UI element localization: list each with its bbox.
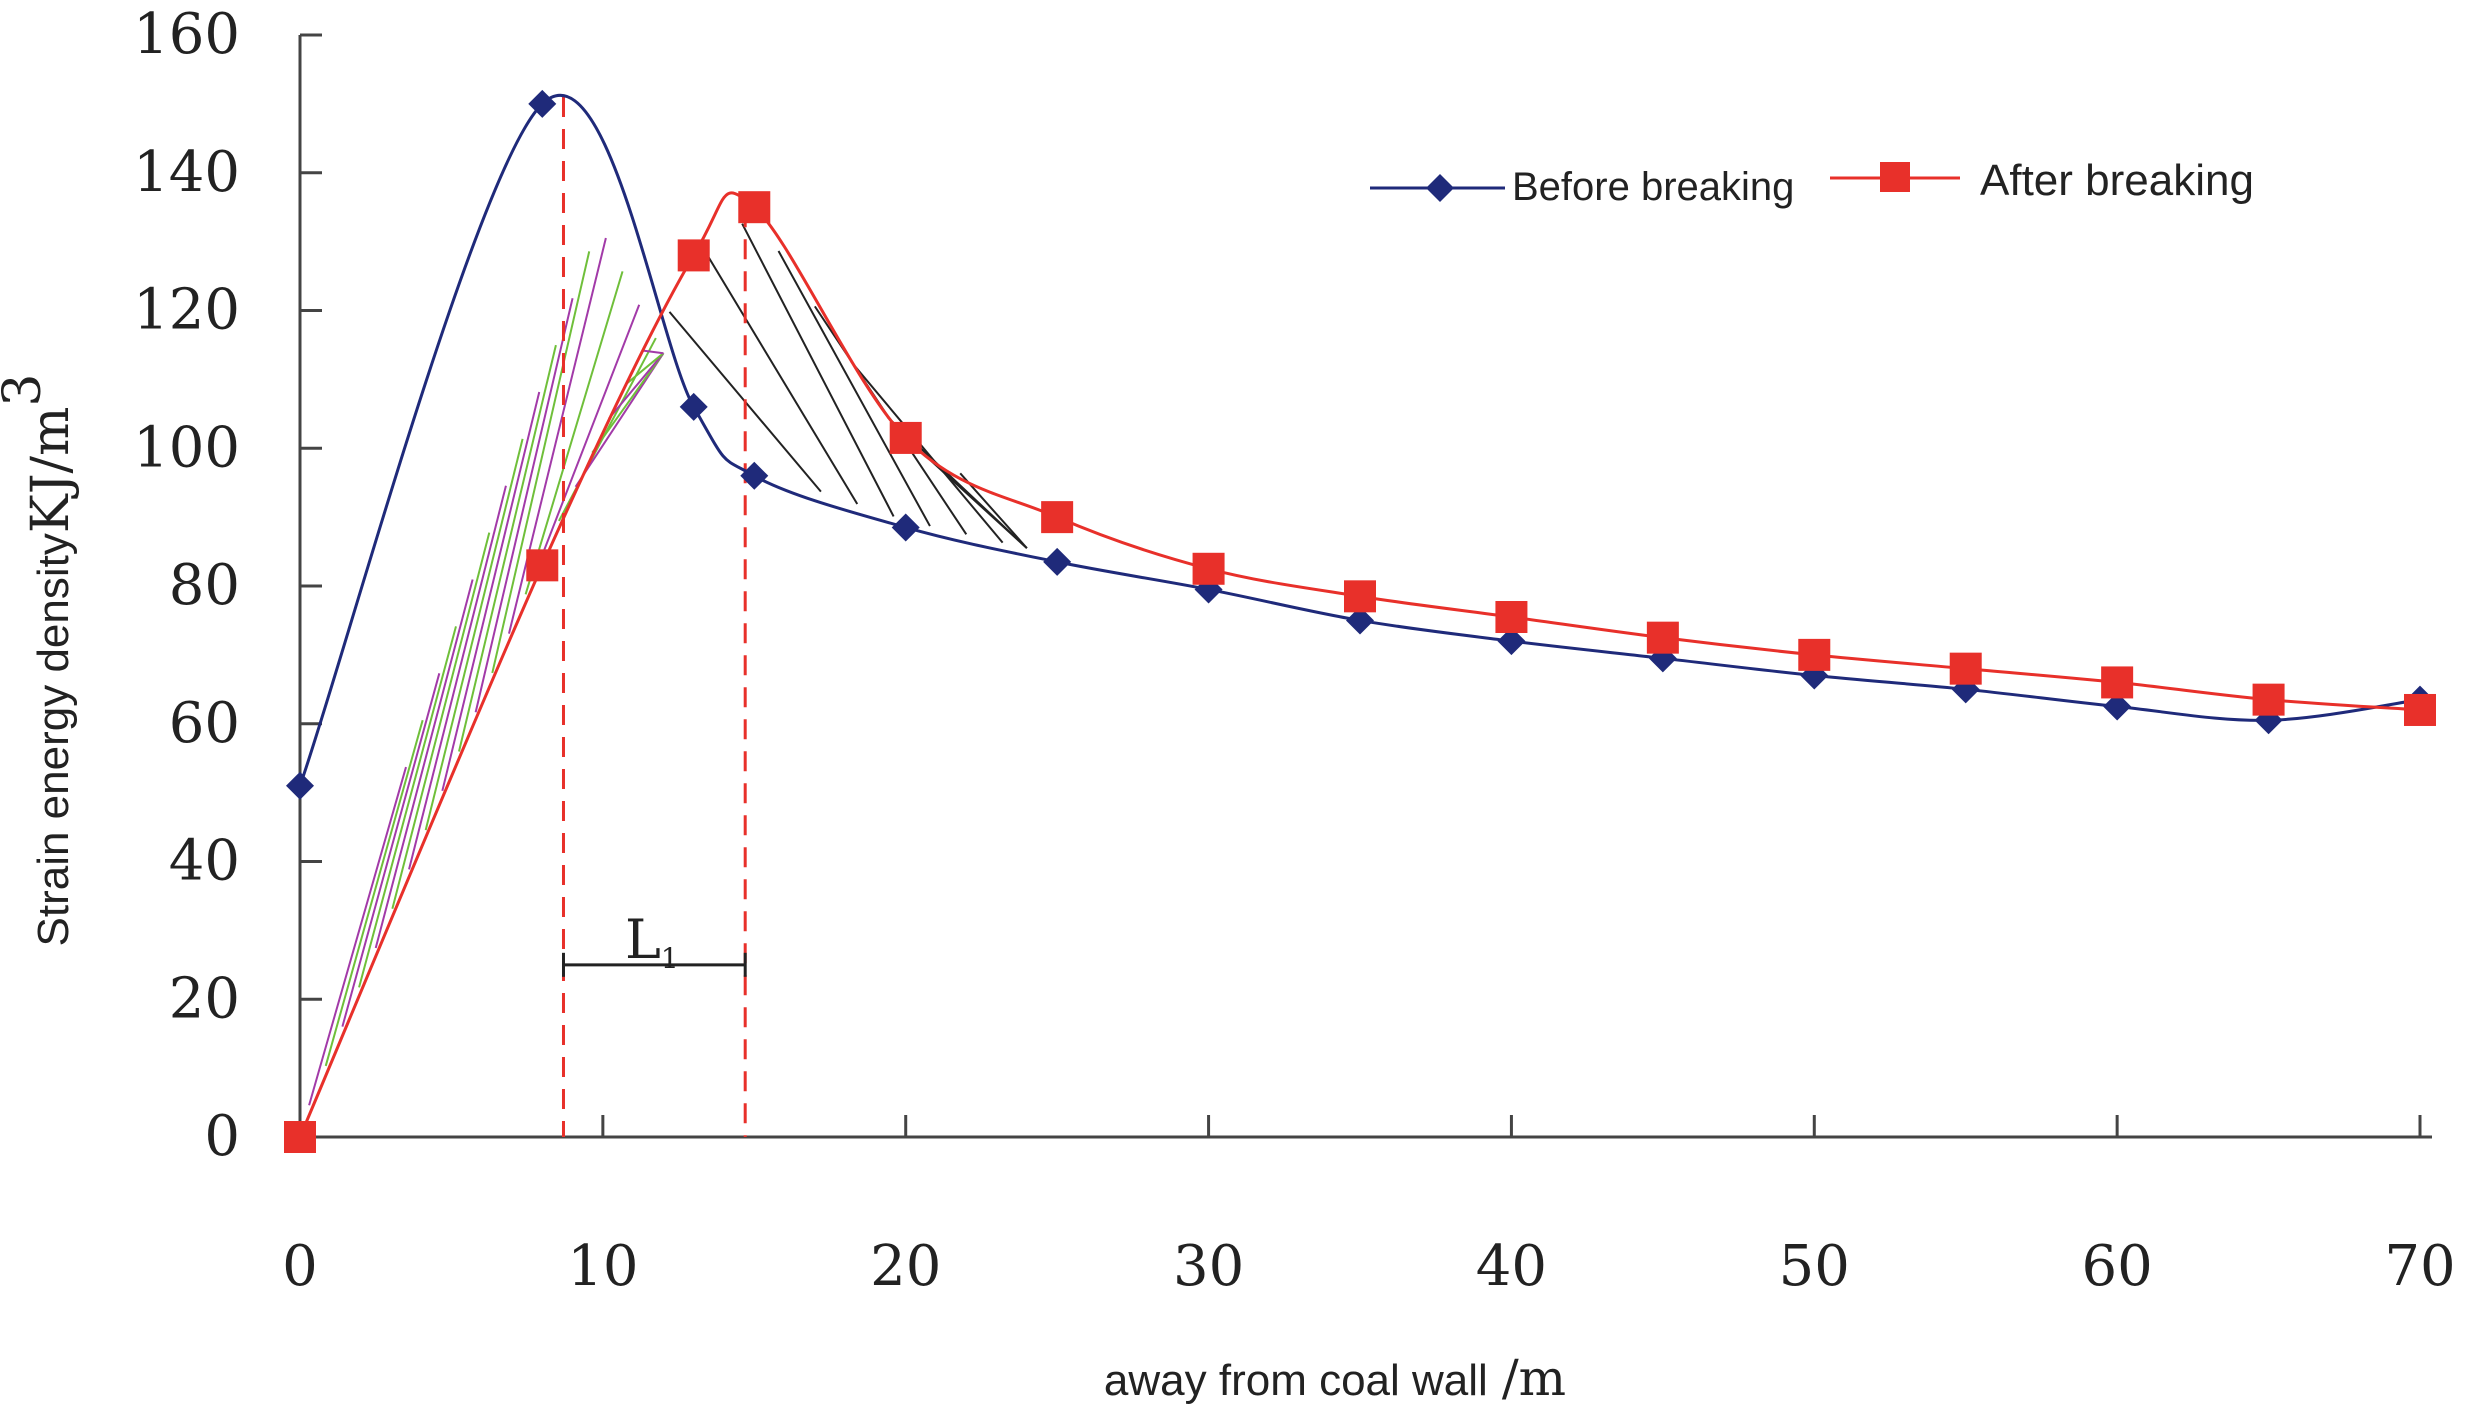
y-tick-label: 20 (169, 966, 240, 1031)
hatch-line (358, 626, 457, 988)
data-point-after-breaking (526, 549, 559, 582)
x-tick-label: 40 (1476, 1234, 1547, 1299)
legend-label-before: Before breaking (1512, 165, 1794, 209)
legend: Before breaking After breaking (1370, 156, 2254, 209)
x-tick-label: 50 (1779, 1234, 1850, 1299)
data-point-after-breaking (1344, 580, 1376, 613)
hatch-line (642, 349, 664, 355)
data-point-before-breaking (1346, 606, 1374, 635)
y-tick-label: 0 (204, 1104, 240, 1169)
hatch-line (391, 532, 491, 909)
data-point-after-breaking (738, 191, 771, 224)
data-point-before-breaking (528, 89, 557, 118)
hatch-line (608, 352, 665, 420)
y-tick-label: 160 (133, 2, 240, 67)
data-point-after-breaking (1949, 652, 1982, 685)
hatch-line (624, 352, 665, 386)
hatch-line (508, 237, 607, 634)
data-point-after-breaking (1646, 621, 1679, 654)
x-tick-label: 30 (1173, 1234, 1244, 1299)
x-tick-label: 60 (2082, 1234, 2153, 1299)
hatch-line (324, 719, 424, 1067)
y-axis-label: Strain energy densityKJ/m3 (0, 374, 81, 947)
hatch-line (491, 251, 591, 674)
data-point-after-breaking (1041, 501, 1074, 534)
data-point-after-breaking (2404, 693, 2436, 726)
hatch-line (458, 344, 557, 752)
data-point-after-breaking (2252, 683, 2285, 716)
marker-layer (284, 89, 2436, 1153)
x-axis-label-unit: /m (1502, 1349, 1566, 1407)
data-point-after-breaking (1495, 600, 1528, 633)
x-axis-label-text: away from coal wall (1104, 1356, 1488, 1405)
y-axis-label-unit-sup: 3 (0, 374, 53, 407)
series-line-before-breaking (298, 93, 2421, 787)
hatch-line (541, 304, 641, 556)
hatch-line (591, 352, 665, 454)
hatch-line (424, 438, 524, 831)
l1-label-main: L (625, 908, 661, 971)
x-tick-label: 20 (870, 1234, 941, 1299)
y-tick-label: 120 (133, 278, 240, 343)
legend-marker-after (1880, 162, 1910, 192)
data-point-before-breaking (891, 513, 920, 542)
data-point-before-breaking (740, 461, 769, 490)
series-line-after-breaking (298, 191, 2421, 1138)
y-axis-label-text: Strain energy density (29, 533, 78, 946)
hatch-line (777, 250, 931, 527)
hatch-line (441, 391, 541, 792)
y-axis-label-unit: KJ/m (21, 407, 81, 534)
data-point-after-breaking (284, 1121, 316, 1153)
x-tick-label: 0 (282, 1234, 318, 1299)
data-point-before-breaking (679, 392, 708, 421)
ticks: 0 20 40 60 80 100 120 140 160 0 10 20 30 40 50 60 70 (133, 2, 2456, 1299)
y-tick-label: 80 (169, 553, 240, 618)
data-point-before-breaking (2103, 692, 2132, 721)
l1-label: L1 (625, 908, 679, 975)
y-tick-label: 140 (133, 140, 240, 205)
hatch-line (408, 485, 507, 870)
l1-label-sub: 1 (661, 942, 679, 975)
y-tick-label: 100 (133, 415, 240, 480)
y-tick-label: 60 (169, 691, 240, 756)
hatch-line (524, 271, 624, 595)
hatch-line (704, 252, 859, 505)
data-point-before-breaking (1043, 547, 1072, 576)
hatch-line (474, 298, 574, 713)
x-axis-label: away from coal wall/m (1104, 1349, 1566, 1407)
x-tick-label: 70 (2384, 1234, 2455, 1299)
legend-marker-before (1426, 174, 1454, 202)
data-point-before-breaking (286, 771, 314, 800)
legend-label-after: After breaking (1980, 156, 2254, 205)
reference-lines (561, 96, 747, 1137)
hatch-line (308, 766, 407, 1106)
hatch-line (741, 223, 895, 517)
x-tick-label: 10 (567, 1234, 638, 1299)
y-tick-label: 40 (169, 829, 240, 894)
data-point-before-breaking (1497, 627, 1526, 656)
series-layer (298, 93, 2421, 1138)
hatch-line (923, 453, 1028, 549)
hatch-layer (308, 223, 1028, 1106)
hatch-line (374, 579, 474, 949)
data-point-after-breaking (677, 239, 710, 272)
data-point-after-breaking (889, 421, 922, 454)
data-point-after-breaking (1192, 552, 1225, 585)
hatch-line (850, 361, 1004, 544)
hatch-line (341, 673, 441, 1027)
data-point-after-breaking (1798, 638, 1831, 671)
data-point-after-breaking (2101, 666, 2134, 699)
hatch-line (574, 352, 665, 488)
